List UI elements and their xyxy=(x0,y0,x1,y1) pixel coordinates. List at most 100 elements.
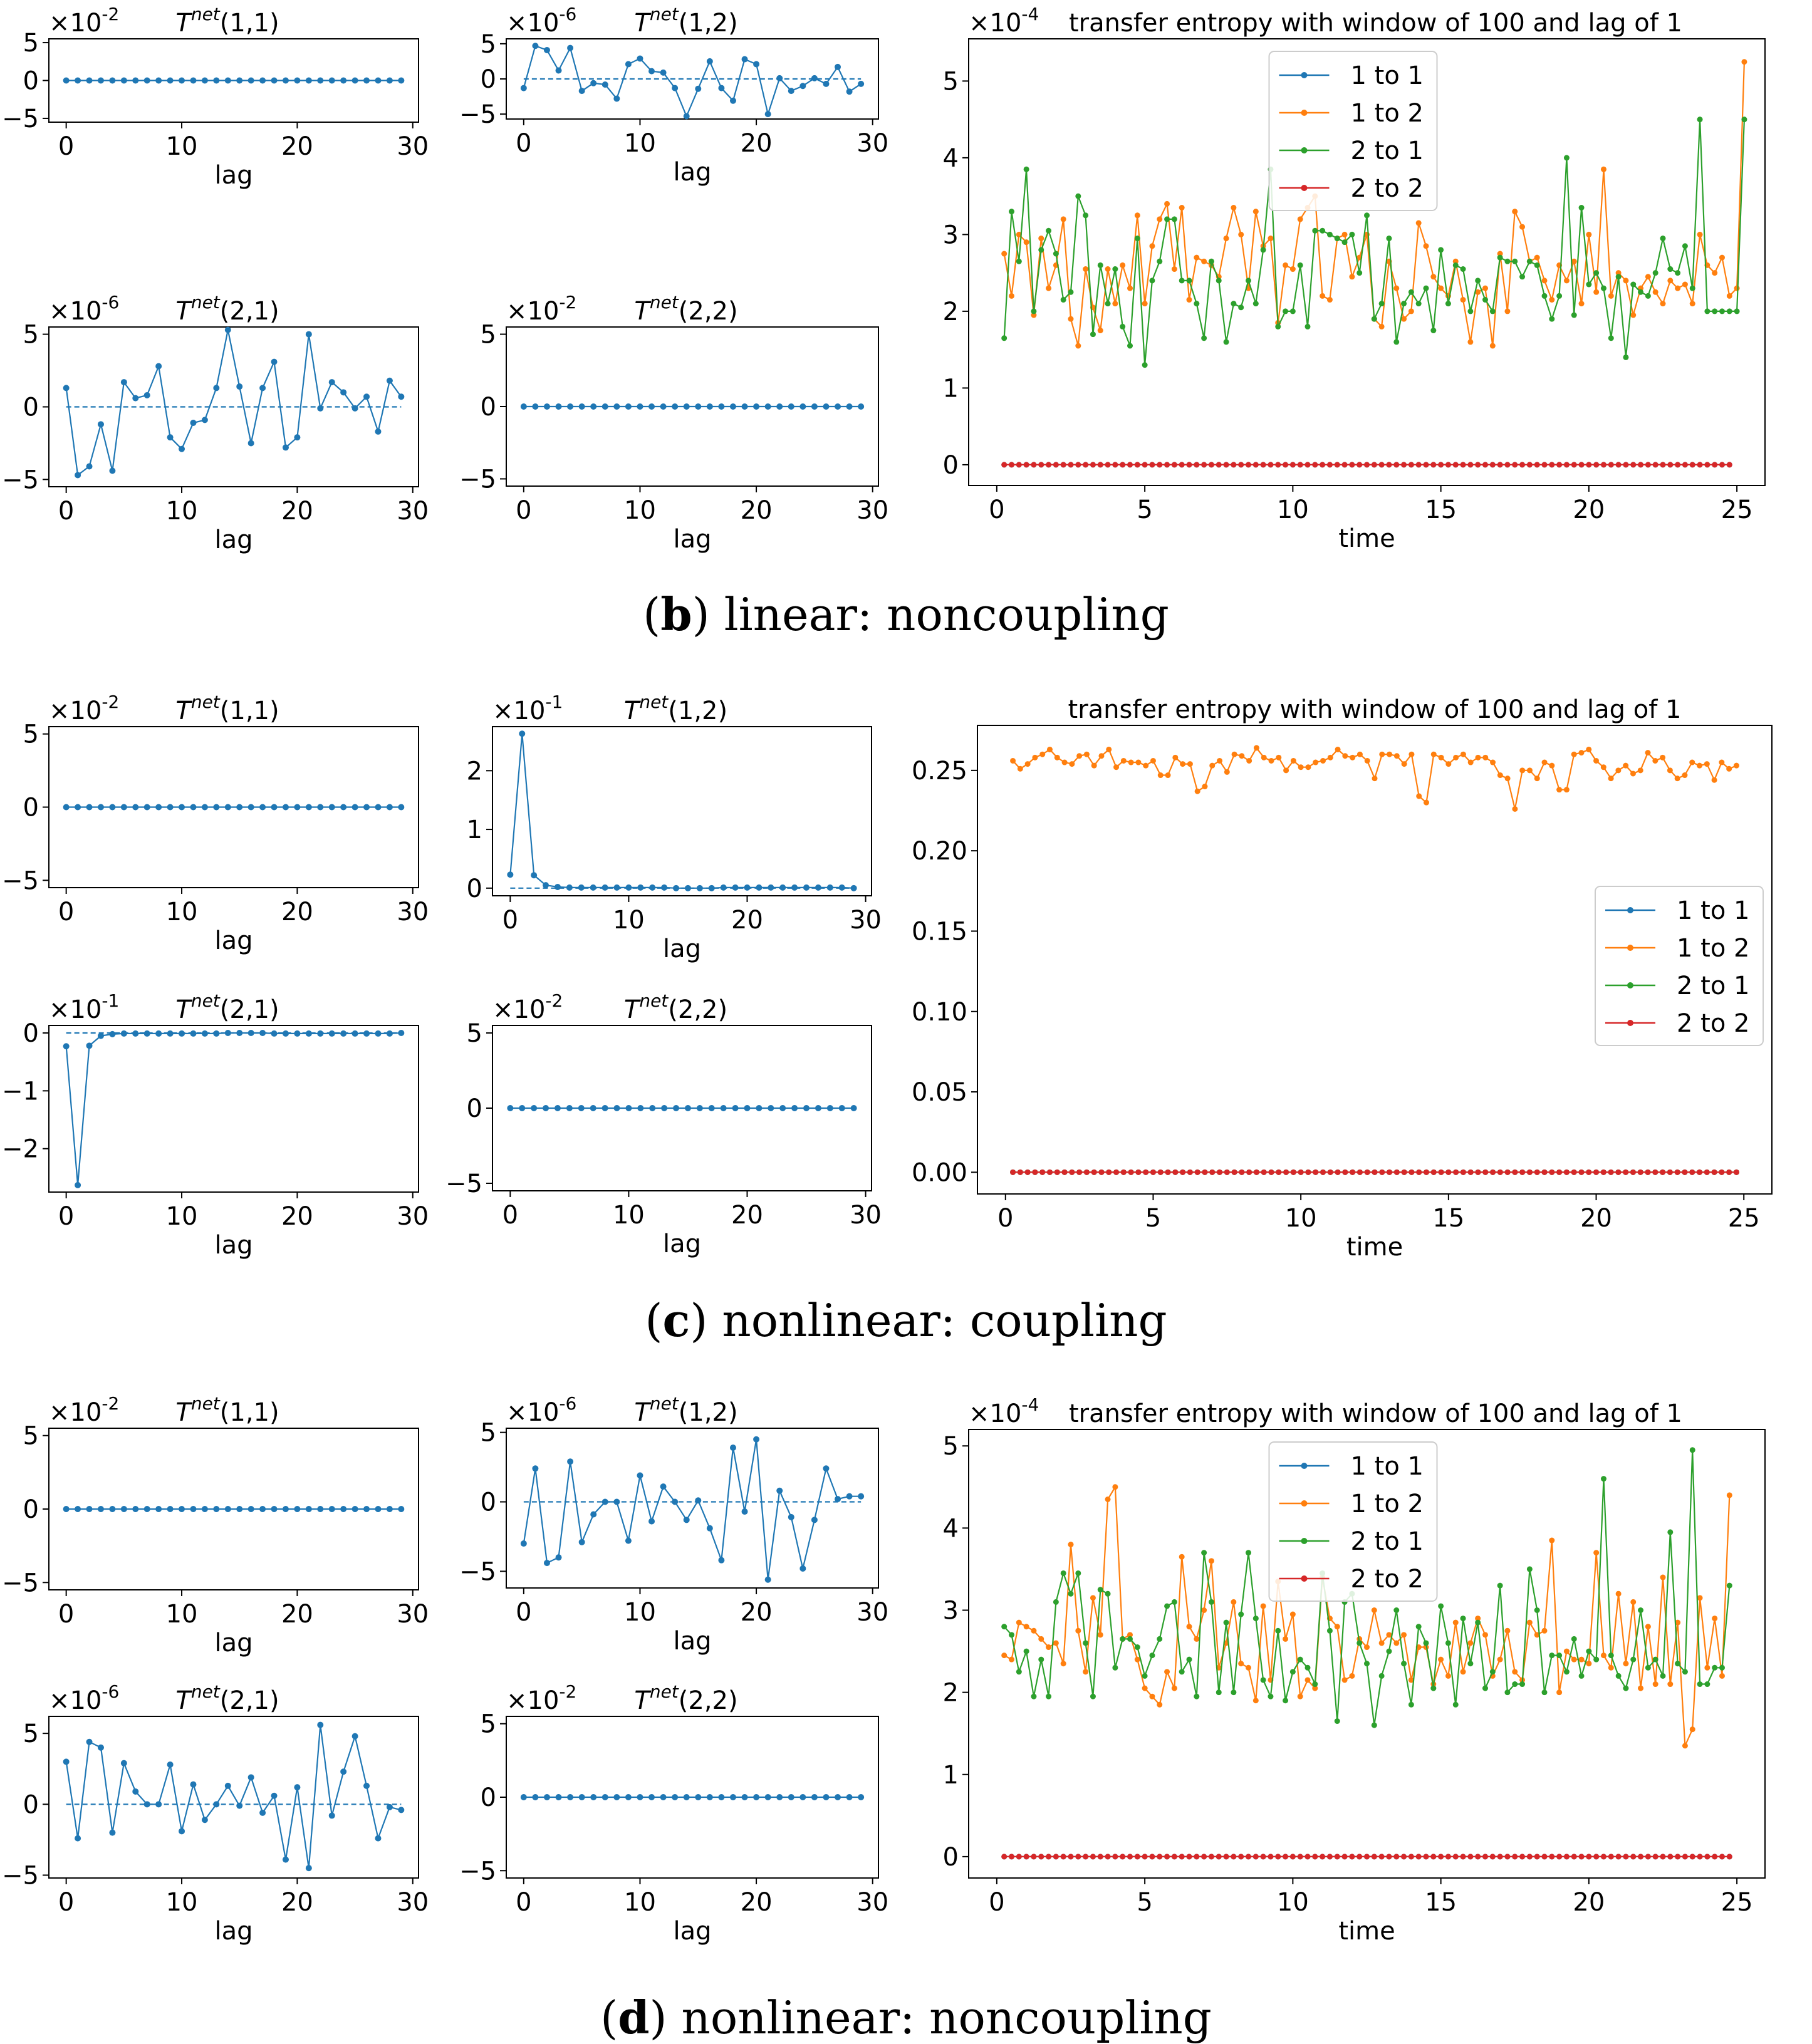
data-point xyxy=(1719,1664,1725,1671)
data-point xyxy=(1312,462,1318,468)
data-point xyxy=(1171,462,1177,468)
data-point xyxy=(1697,117,1703,123)
title-symbol: T xyxy=(175,1686,193,1715)
data-point xyxy=(86,1042,93,1049)
data-point xyxy=(776,1794,783,1800)
title-symbol: T xyxy=(634,1398,652,1427)
axes-frame xyxy=(506,1428,879,1589)
data-point xyxy=(1467,462,1474,468)
data-point xyxy=(1356,751,1363,757)
data-point xyxy=(708,1105,715,1111)
data-point xyxy=(1120,1854,1126,1860)
axes-frame xyxy=(48,1025,419,1193)
data-point xyxy=(507,871,514,878)
data-point xyxy=(201,1030,208,1037)
data-point xyxy=(1001,1652,1008,1659)
series-values xyxy=(63,77,405,84)
data-point xyxy=(1475,289,1481,295)
data-point xyxy=(1149,1652,1155,1659)
legend-label: 1 to 2 xyxy=(1351,99,1424,128)
data-point xyxy=(1239,1169,1245,1175)
data-point xyxy=(1246,278,1252,284)
data-point xyxy=(1608,1169,1614,1175)
data-point xyxy=(1526,462,1533,468)
data-point xyxy=(1326,1854,1333,1860)
data-point xyxy=(282,804,289,811)
data-point xyxy=(1571,1636,1577,1642)
data-point xyxy=(1046,1644,1052,1651)
data-point xyxy=(1054,754,1060,760)
data-point xyxy=(259,385,266,392)
data-point xyxy=(1467,339,1474,345)
legend-marker xyxy=(1627,1020,1633,1026)
data-point xyxy=(846,88,853,95)
data-point xyxy=(155,1506,162,1512)
data-point xyxy=(1378,301,1385,307)
data-point xyxy=(1719,759,1725,765)
data-point xyxy=(236,77,243,84)
data-point xyxy=(823,1794,830,1800)
data-point xyxy=(1600,285,1606,291)
x-axis-label: time xyxy=(1346,1233,1403,1262)
data-point xyxy=(386,1803,393,1810)
data-point xyxy=(1637,767,1643,774)
chart-title: Tnet(1,2) xyxy=(634,4,737,38)
data-point xyxy=(1401,1632,1407,1638)
data-point xyxy=(1252,209,1259,215)
y-tick-label: −2 xyxy=(2,1135,39,1164)
data-point xyxy=(1217,1169,1223,1175)
data-point xyxy=(1504,1169,1511,1175)
data-point xyxy=(1512,209,1518,215)
data-point xyxy=(1046,1854,1052,1860)
x-tick-label: 5 xyxy=(1137,1888,1152,1917)
data-point xyxy=(1075,343,1081,349)
data-point xyxy=(1149,1693,1155,1699)
data-point xyxy=(744,1105,751,1111)
title-args: (2,2) xyxy=(679,1686,738,1715)
data-point xyxy=(1341,1854,1348,1860)
data-point xyxy=(1578,205,1585,211)
x-tick-label: 20 xyxy=(731,906,763,935)
data-point xyxy=(601,1498,608,1505)
data-point xyxy=(1216,278,1222,284)
data-point xyxy=(213,1506,220,1512)
data-point xyxy=(1194,301,1200,307)
data-point xyxy=(1238,1661,1244,1667)
data-point xyxy=(1682,1169,1688,1175)
data-point xyxy=(1556,787,1563,793)
data-point xyxy=(1519,462,1526,468)
data-point xyxy=(1482,297,1488,303)
data-point xyxy=(1608,1664,1614,1671)
data-point xyxy=(351,1030,358,1037)
title-superscript: net xyxy=(191,4,221,24)
legend-marker xyxy=(1301,185,1308,191)
data-point xyxy=(1313,1169,1319,1175)
title-symbol: T xyxy=(175,297,193,326)
y-tick-label: 5 xyxy=(481,1710,496,1739)
data-point xyxy=(1142,301,1148,307)
data-point xyxy=(519,730,526,737)
data-point xyxy=(1342,753,1348,759)
data-point xyxy=(190,420,197,426)
data-point xyxy=(1112,1664,1118,1671)
data-point xyxy=(708,885,715,891)
data-point xyxy=(317,804,324,811)
x-tick-label: 20 xyxy=(741,1888,773,1917)
legend-frame xyxy=(1595,886,1764,1046)
data-point xyxy=(1660,301,1666,307)
data-point xyxy=(1001,1854,1008,1860)
x-tick-label: 30 xyxy=(397,898,429,926)
data-point xyxy=(1675,1854,1681,1860)
data-point xyxy=(1075,1570,1081,1576)
data-point xyxy=(1231,462,1237,468)
data-point xyxy=(768,1105,774,1111)
x-tick-label: 25 xyxy=(1728,1204,1760,1233)
data-point xyxy=(259,1030,266,1037)
data-point xyxy=(1378,462,1385,468)
data-point xyxy=(179,804,185,811)
data-point xyxy=(1438,1169,1444,1175)
data-point xyxy=(1068,462,1074,468)
data-point xyxy=(1171,1685,1177,1691)
data-point xyxy=(1600,166,1606,172)
series-values xyxy=(520,403,865,410)
